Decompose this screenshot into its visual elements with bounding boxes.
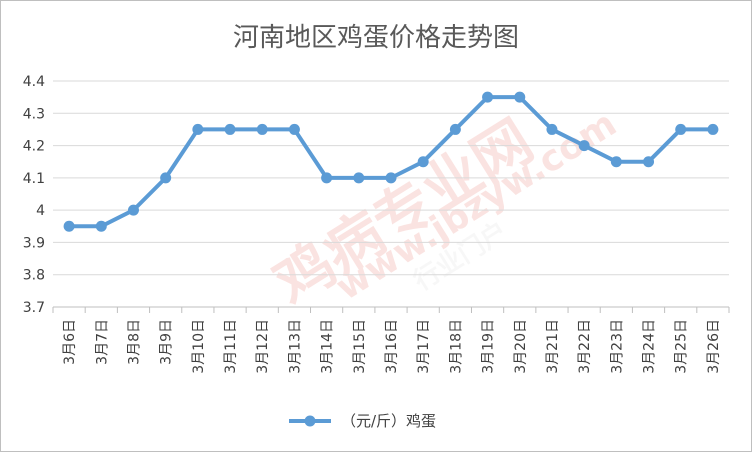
data-point — [321, 172, 333, 184]
data-point — [160, 172, 172, 184]
x-tick-label: 3月21日 — [545, 319, 561, 374]
x-tick-label: 3月18日 — [448, 319, 464, 374]
x-axis — [52, 306, 730, 313]
x-tick-label: 3月26日 — [706, 319, 722, 374]
x-tick-label: 3月6日 — [62, 319, 78, 365]
data-point — [449, 123, 461, 135]
chart-title: 河南地区鸡蛋价格走势图 — [233, 23, 519, 53]
x-tick-label: 3月19日 — [481, 319, 497, 374]
y-tick-label: 3.7 — [23, 300, 45, 316]
x-tick-label: 3月17日 — [416, 319, 432, 374]
series-group — [63, 91, 719, 232]
data-point — [514, 91, 526, 103]
legend-label: （元/斤）鸡蛋 — [341, 412, 436, 430]
x-tick-label: 3月11日 — [223, 319, 239, 374]
data-point — [385, 172, 397, 184]
x-tick-label: 3月22日 — [577, 319, 593, 374]
x-tick-label: 3月7日 — [94, 319, 110, 365]
data-point — [63, 220, 75, 232]
x-tick-label: 3月15日 — [352, 319, 368, 374]
data-point — [288, 123, 300, 135]
data-point — [127, 204, 139, 216]
data-point — [546, 123, 558, 135]
x-tick-label: 3月20日 — [513, 319, 529, 374]
data-point — [643, 156, 655, 168]
data-point — [707, 123, 719, 135]
x-tick-label: 3月24日 — [642, 319, 658, 374]
data-point — [417, 156, 429, 168]
y-tick-label: 4.4 — [23, 74, 45, 90]
data-point — [353, 172, 365, 184]
data-point — [482, 91, 494, 103]
data-point — [610, 156, 622, 168]
y-tick-label: 3.9 — [23, 235, 45, 251]
y-tick-label: 4.2 — [23, 139, 45, 155]
x-tick-label: 3月25日 — [674, 319, 690, 374]
x-tick-label: 3月14日 — [320, 319, 336, 374]
y-tick-label: 3.8 — [23, 268, 45, 284]
y-tick-label: 4 — [36, 203, 45, 219]
x-axis-ticks: 3月6日 3月7日 3月8日 3月9日 3月10日 3月11日 3月12日 3月13日 3月14… — [62, 319, 722, 374]
data-point — [192, 123, 204, 135]
x-tick-label: 3月9日 — [159, 319, 175, 365]
x-tick-label: 3月12日 — [255, 319, 271, 374]
data-point — [224, 123, 236, 135]
data-point — [578, 140, 590, 152]
legend: （元/斤）鸡蛋 — [289, 412, 436, 430]
data-point — [675, 123, 687, 135]
data-point — [256, 123, 268, 135]
x-tick-label: 3月16日 — [384, 319, 400, 374]
data-point — [95, 220, 107, 232]
x-tick-label: 3月13日 — [287, 319, 303, 374]
y-tick-label: 4.1 — [23, 171, 45, 187]
x-tick-label: 3月23日 — [609, 319, 625, 374]
y-tick-label: 4.3 — [23, 106, 45, 122]
x-tick-label: 3月10日 — [191, 319, 207, 374]
x-tick-label: 3月8日 — [126, 319, 142, 365]
y-axis-ticks: 3.7 3.8 3.9 4 4.1 4.2 4.3 4.4 — [23, 74, 45, 316]
legend-point-marker — [304, 415, 316, 427]
